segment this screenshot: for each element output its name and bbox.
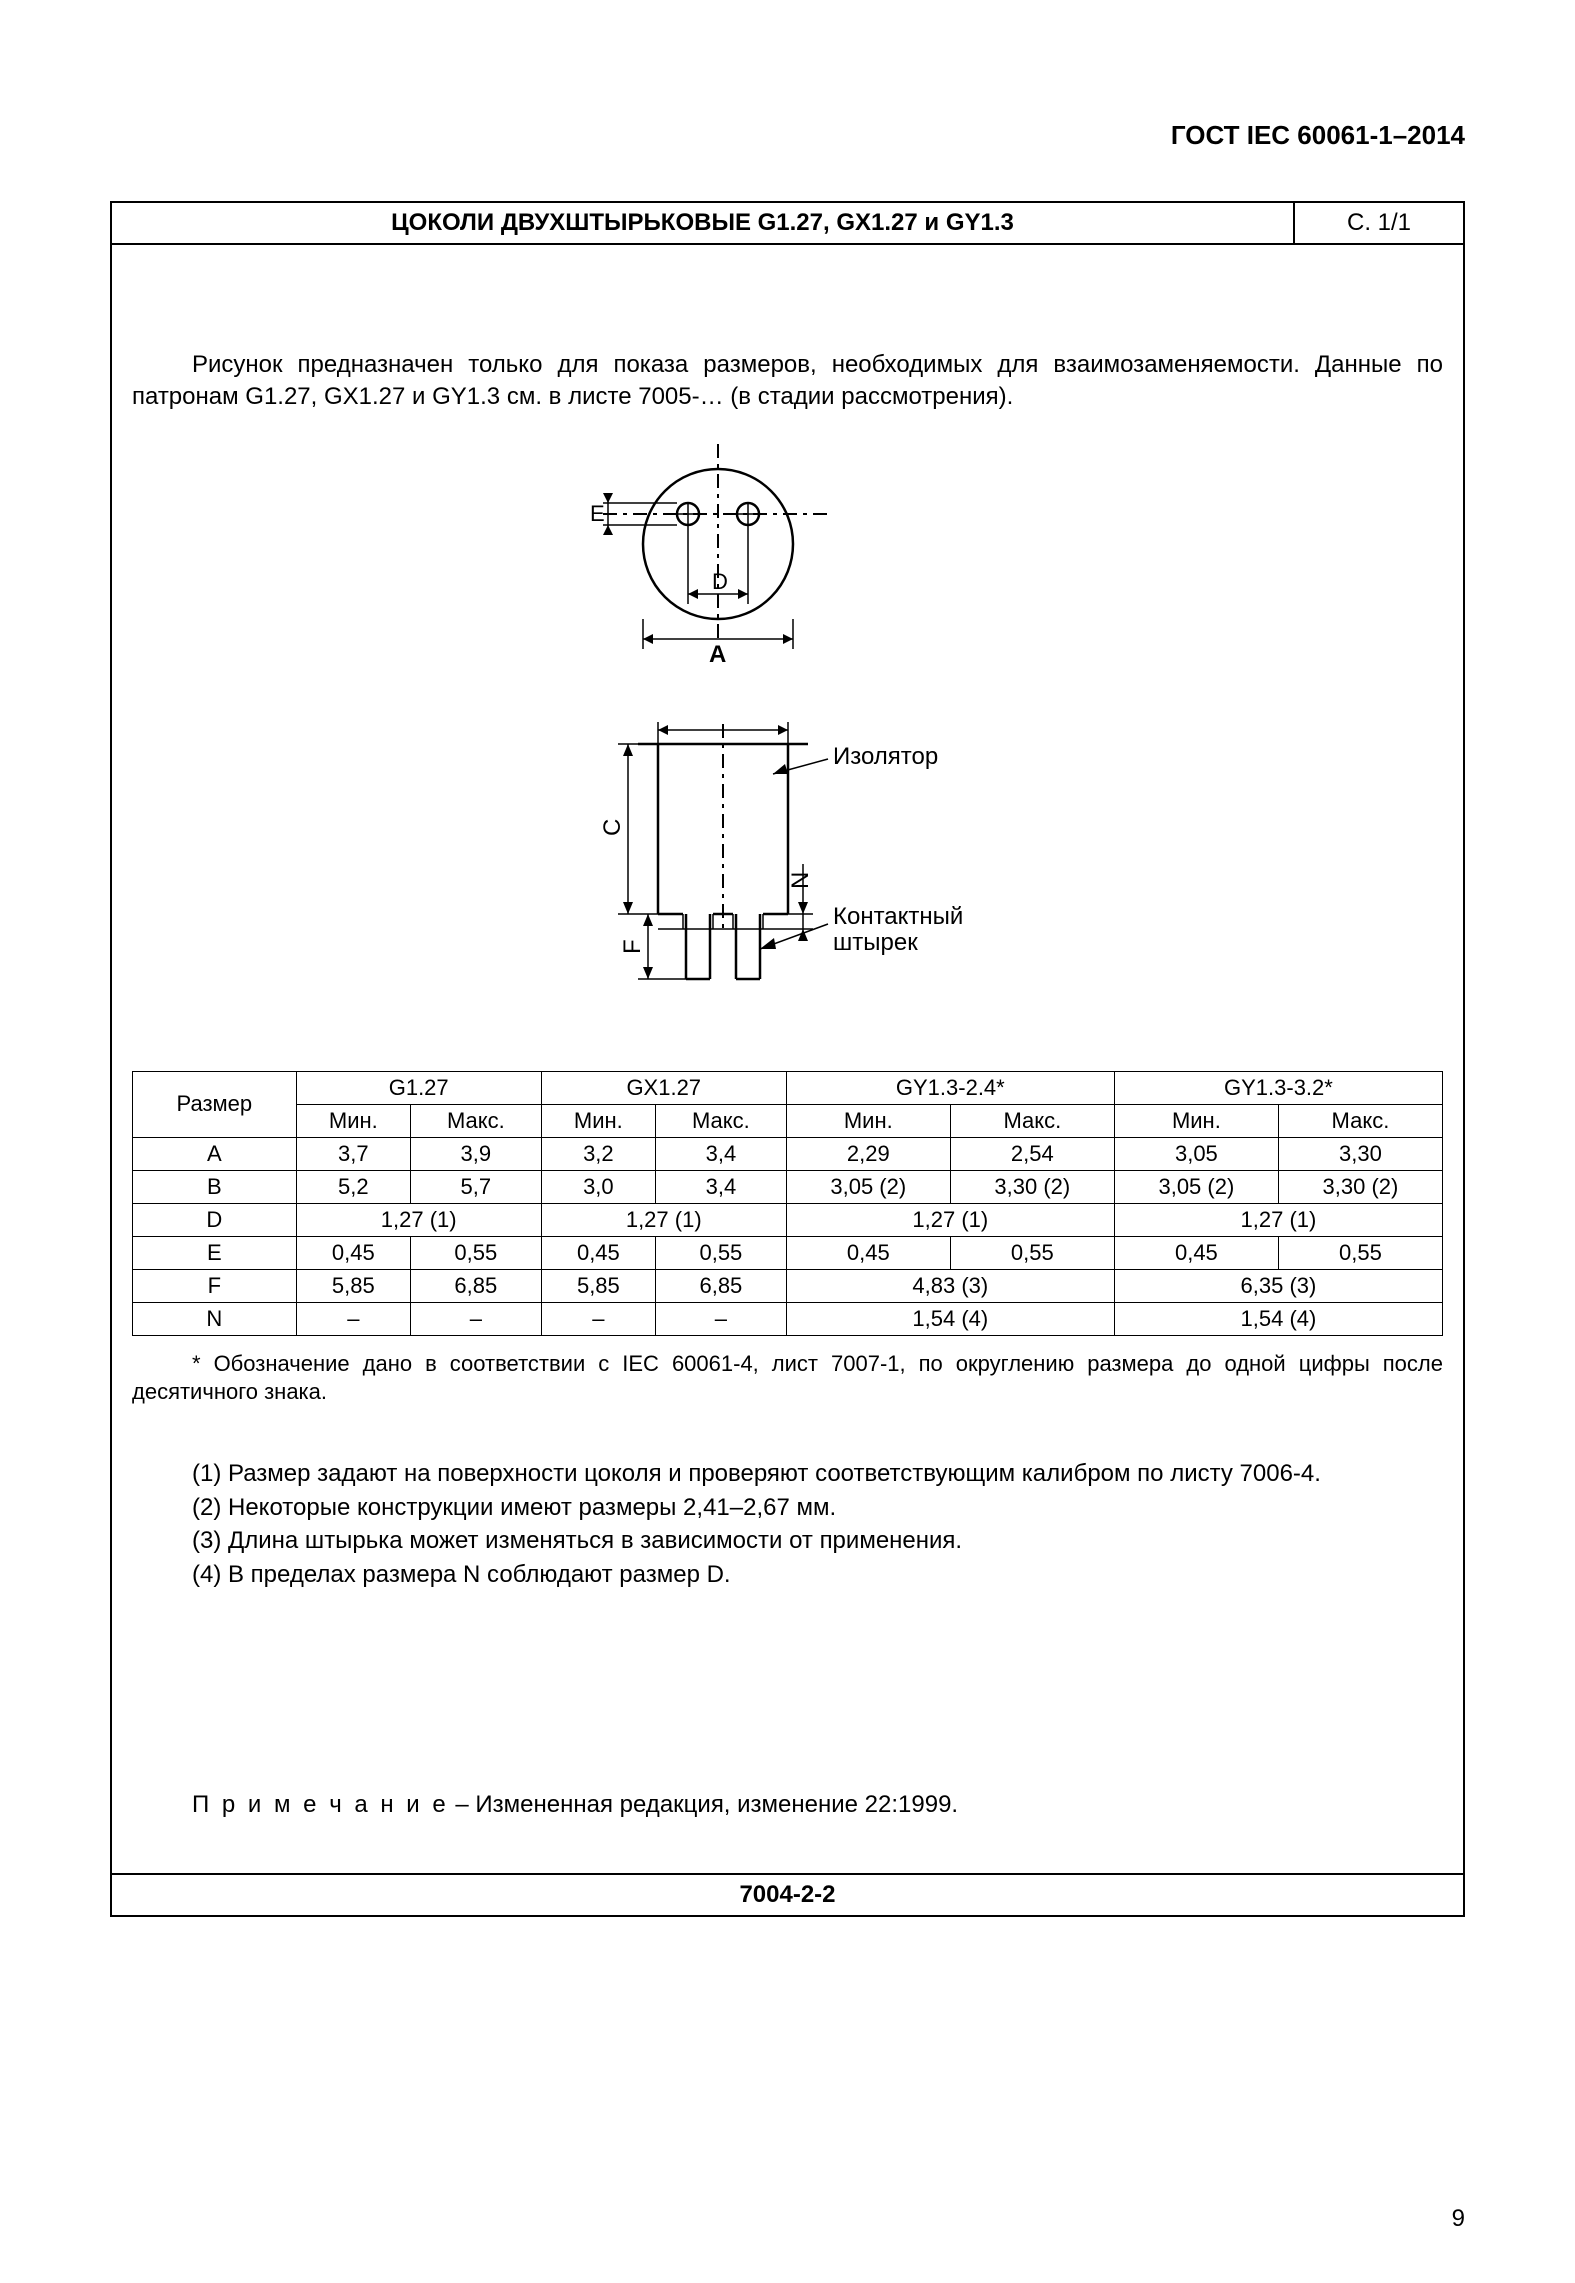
dimensions-table: Размер G1.27 GX1.27 GY1.3-2.4* GY1.3-3.2… bbox=[132, 1071, 1443, 1336]
th-group: GY1.3-3.2* bbox=[1114, 1071, 1442, 1104]
table-row: A 3,73,9 3,23,4 2,292,54 3,053,30 bbox=[133, 1137, 1443, 1170]
svg-text:E: E bbox=[590, 501, 605, 526]
table-row: E 0,450,55 0,450,55 0,450,55 0,450,55 bbox=[133, 1236, 1443, 1269]
note-item: (3) Длина штырька может изменяться в зав… bbox=[132, 1524, 1443, 1558]
th-max: Макс. bbox=[656, 1104, 787, 1137]
standard-code: ГОСТ IEC 60061-1–2014 bbox=[110, 120, 1465, 151]
content-area: Рисунок предназначен только для показа р… bbox=[112, 245, 1463, 1873]
note-item: (1) Размер задают на поверхности цоколя … bbox=[132, 1457, 1443, 1491]
remark-text: – Измененная редакция, изменение 22:1999… bbox=[449, 1791, 958, 1818]
th-group: GX1.27 bbox=[541, 1071, 786, 1104]
th-group: GY1.3-2.4* bbox=[786, 1071, 1114, 1104]
table-row: D 1,27 (1) 1,27 (1) 1,27 (1) 1,27 (1) bbox=[133, 1203, 1443, 1236]
main-frame: ЦОКОЛИ ДВУХШТЫРЬКОВЫЕ G1.27, GX1.27 и GY… bbox=[110, 201, 1465, 1917]
svg-text:Контактный: Контактный bbox=[833, 903, 963, 930]
th-min: Мин. bbox=[1114, 1104, 1278, 1137]
svg-text:D: D bbox=[712, 569, 728, 594]
svg-text:штырек: штырек bbox=[833, 929, 918, 956]
svg-text:F: F bbox=[619, 939, 646, 954]
technical-diagram: E D A bbox=[132, 444, 1443, 1031]
th-max: Макс. bbox=[950, 1104, 1114, 1137]
frame-page: С. 1/1 bbox=[1295, 203, 1463, 243]
frame-title: ЦОКОЛИ ДВУХШТЫРЬКОВЫЕ G1.27, GX1.27 и GY… bbox=[112, 203, 1295, 243]
svg-text:N: N bbox=[787, 871, 814, 888]
footnotes: (1) Размер задают на поверхности цоколя … bbox=[132, 1457, 1443, 1591]
th-min: Мин. bbox=[541, 1104, 655, 1137]
th-min: Мин. bbox=[296, 1104, 410, 1137]
page-number: 9 bbox=[1452, 2205, 1465, 2233]
svg-text:A: A bbox=[709, 641, 726, 668]
asterisk-note: * Обозначение дано в соответствии с IEC … bbox=[132, 1350, 1443, 1407]
svg-text:Изолятор: Изолятор bbox=[833, 743, 938, 770]
th-group: G1.27 bbox=[296, 1071, 541, 1104]
remark: П р и м е ч а н и е – Измененная редакци… bbox=[132, 1791, 1443, 1819]
th-max: Макс. bbox=[410, 1104, 541, 1137]
th-size: Размер bbox=[133, 1071, 297, 1137]
intro-text: Рисунок предназначен только для показа р… bbox=[132, 349, 1443, 414]
th-min: Мин. bbox=[786, 1104, 950, 1137]
sheet-code: 7004-2-2 bbox=[112, 1873, 1463, 1915]
note-item: (4) В пределах размера N соблюдают разме… bbox=[132, 1558, 1443, 1592]
note-item: (2) Некоторые конструкции имеют размеры … bbox=[132, 1491, 1443, 1525]
page: ГОСТ IEC 60061-1–2014 ЦОКОЛИ ДВУХШТЫРЬКО… bbox=[0, 0, 1575, 2283]
table-row: N –– –– 1,54 (4) 1,54 (4) bbox=[133, 1302, 1443, 1335]
remark-label: П р и м е ч а н и е bbox=[192, 1791, 449, 1818]
title-row: ЦОКОЛИ ДВУХШТЫРЬКОВЫЕ G1.27, GX1.27 и GY… bbox=[112, 203, 1463, 245]
table-row: F 5,856,85 5,856,85 4,83 (3) 6,35 (3) bbox=[133, 1269, 1443, 1302]
svg-text:C: C bbox=[599, 818, 626, 835]
th-max: Макс. bbox=[1278, 1104, 1442, 1137]
table-row: B 5,25,7 3,03,4 3,05 (2)3,30 (2) 3,05 (2… bbox=[133, 1170, 1443, 1203]
